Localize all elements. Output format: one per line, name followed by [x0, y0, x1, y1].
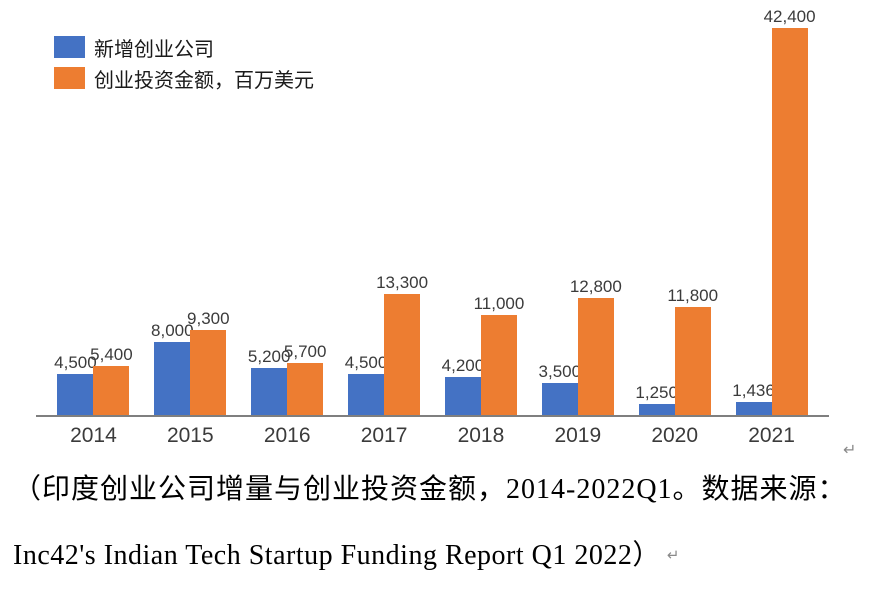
bar-value-label: 4,500 [344, 353, 388, 372]
bar-value-label: 12,800 [569, 277, 622, 296]
bar-2018-companies [444, 377, 481, 415]
caption-line-1: （印度创业公司增量与创业投资金额，2014-2022Q1。数据来源： [13, 474, 847, 505]
bar-value-label: 11,800 [667, 286, 719, 305]
bar-value-label: 1,436 [732, 381, 775, 400]
bar-group-2021: 1,436 42,400 [732, 8, 816, 415]
bar-col-2020-companies: 1,250 [635, 384, 678, 415]
bar-value-label: 42,400 [763, 7, 816, 26]
bar-group-2014: 4,500 5,400 [54, 346, 133, 415]
x-axis-label-2014: 2014 [70, 424, 117, 447]
bar-col-2016-funding: 5,700 [284, 343, 326, 415]
bar-2019-funding [577, 298, 614, 415]
legend-label-new-startups: 新增创业公司 [94, 38, 214, 61]
bar-col-2014-companies: 4,500 [54, 354, 97, 415]
bar-value-label: 3,500 [538, 362, 582, 381]
x-axis-labels: 2014 2015 2016 2017 2018 2019 2020 2021 [45, 424, 820, 448]
x-axis-label-2018: 2018 [457, 424, 505, 447]
x-axis-line [36, 415, 829, 417]
bar-group-2020: 1,250 11,800 [635, 287, 718, 415]
bar-2016-companies [251, 368, 288, 415]
x-axis-label-2017: 2017 [360, 424, 408, 447]
bar-2021-companies [735, 402, 772, 415]
bar-2015-companies [154, 342, 191, 415]
legend-swatch-orange-icon [54, 67, 85, 89]
bar-value-label: 13,300 [376, 273, 429, 292]
bar-value-label: 1,250 [635, 383, 678, 402]
bar-col-2017-companies: 4,500 [345, 354, 387, 415]
bar-group-2018: 4,200 11,000 [442, 295, 524, 415]
bar-value-label: 9,300 [187, 309, 230, 328]
bar-col-2016-companies: 5,200 [248, 348, 290, 415]
paragraph-mark-icon: ↵ [666, 546, 680, 564]
bar-group-2017: 4,500 13,300 [345, 274, 428, 415]
bar-col-2018-funding: 11,000 [474, 295, 524, 415]
bar-2020-funding [674, 307, 711, 415]
bar-col-2021-companies: 1,436 [732, 382, 775, 415]
bar-group-2015: 8,000 9,300 [151, 310, 230, 415]
x-axis-label-2015: 2015 [166, 424, 214, 447]
bar-2017-funding [384, 294, 421, 415]
bar-col-2021-funding: 42,400 [764, 8, 816, 415]
bar-2016-funding [287, 363, 324, 415]
x-axis-label-2019: 2019 [554, 424, 602, 447]
bar-2014-companies [57, 374, 94, 415]
chart-legend: 新增创业公司 创业投资金额，百万美元 [54, 36, 314, 98]
x-axis-label-2016: 2016 [263, 424, 311, 447]
legend-item-funding: 创业投资金额，百万美元 [54, 67, 314, 92]
bar-col-2018-companies: 4,200 [442, 357, 484, 415]
paragraph-mark-icon: ↵ [843, 440, 857, 459]
plot-area: 4,500 5,400 8,000 9,300 5,200 5,700 4,500 13,30… [45, 8, 820, 415]
bar-2021-funding [771, 28, 808, 415]
bar-col-2019-companies: 3,500 [539, 363, 581, 415]
bar-2015-funding [190, 330, 227, 415]
caption-line-2: Inc42's Indian Tech Startup Funding Repo… [13, 540, 680, 572]
bar-value-label: 5,200 [247, 347, 291, 366]
x-axis-label-2021: 2021 [748, 424, 795, 447]
legend-swatch-blue-icon [54, 36, 85, 58]
legend-label-funding: 创业投资金额，百万美元 [94, 69, 314, 92]
bar-col-2015-companies: 8,000 [151, 322, 194, 415]
bar-col-2020-funding: 11,800 [667, 287, 718, 415]
bar-2019-companies [541, 383, 578, 415]
bar-2018-funding [480, 315, 517, 415]
bar-value-label: 11,000 [473, 294, 525, 313]
bar-col-2019-funding: 12,800 [570, 278, 622, 415]
legend-item-new-startups: 新增创业公司 [54, 36, 314, 61]
bar-value-label: 4,500 [54, 353, 97, 372]
caption-line-2-text: Inc42's Indian Tech Startup Funding Repo… [13, 540, 661, 571]
bar-2017-companies [348, 374, 385, 415]
bar-2020-companies [638, 404, 675, 415]
bar-value-label: 5,400 [90, 345, 133, 364]
bar-col-2014-funding: 5,400 [90, 346, 133, 415]
bar-value-label: 8,000 [151, 321, 194, 340]
bar-2014-funding [93, 366, 130, 415]
bar-value-label: 4,200 [441, 356, 485, 375]
bar-group-2016: 5,200 5,700 [248, 343, 326, 415]
bar-value-label: 5,700 [283, 342, 327, 361]
x-axis-label-2020: 2020 [651, 424, 699, 447]
bar-group-2019: 3,500 12,800 [539, 278, 622, 415]
bar-col-2017-funding: 13,300 [376, 274, 428, 415]
bar-col-2015-funding: 9,300 [187, 310, 230, 415]
